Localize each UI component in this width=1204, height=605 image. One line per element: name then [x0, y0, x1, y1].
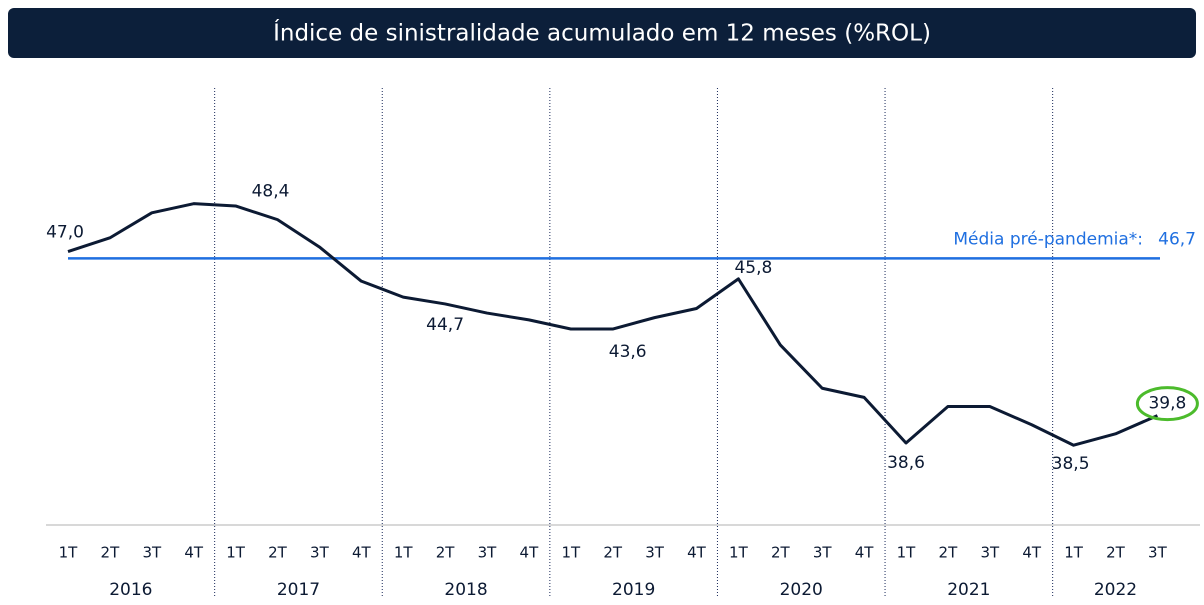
group-label: 2019 — [612, 580, 655, 600]
data-label: 47,0 — [46, 223, 84, 243]
x-tick-label: 2T — [1106, 544, 1126, 562]
reference-label: Média pré-pandemia*: — [953, 229, 1143, 249]
group-label: 2016 — [109, 580, 152, 600]
x-tick-label: 1T — [897, 544, 917, 562]
x-tick-label: 3T — [1148, 544, 1168, 562]
data-label: 48,4 — [252, 182, 290, 202]
x-tick-label: 4T — [184, 544, 204, 562]
data-label: 39,8 — [1148, 394, 1186, 414]
x-tick-label: 1T — [226, 544, 246, 562]
x-tick-label: 4T — [687, 544, 707, 562]
group-label: 2018 — [444, 580, 487, 600]
series-line — [67, 202, 1158, 447]
reference-value: 46,7 — [1158, 229, 1196, 249]
data-label: 38,6 — [887, 453, 925, 473]
x-tick-label: 4T — [520, 544, 540, 562]
x-tick-label: 4T — [352, 544, 372, 562]
x-tick-label: 4T — [1022, 544, 1042, 562]
highlight-ring — [1135, 386, 1199, 422]
x-tick-label: 3T — [310, 544, 330, 562]
group-label: 2021 — [947, 580, 990, 600]
title-bar — [8, 8, 1196, 58]
x-tick-label: 3T — [813, 544, 833, 562]
x-tick-label: 3T — [980, 544, 1000, 562]
x-tick-label: 3T — [478, 544, 498, 562]
x-tick-label: 2T — [268, 544, 288, 562]
x-tick-label: 2T — [771, 544, 791, 562]
chart-title: Índice de sinistralidade acumulado em 12… — [273, 19, 931, 47]
x-tick-label: 3T — [142, 544, 162, 562]
x-tick-label: 2T — [603, 544, 623, 562]
data-label: 38,5 — [1052, 454, 1090, 474]
x-tick-label: 1T — [1064, 544, 1084, 562]
x-tick-label: 3T — [645, 544, 665, 562]
x-tick-label: 1T — [561, 544, 581, 562]
x-tick-label: 4T — [855, 544, 875, 562]
group-label: 2022 — [1094, 580, 1137, 600]
data-label: 43,6 — [609, 342, 647, 362]
group-label: 2020 — [780, 580, 823, 600]
x-tick-label: 2T — [101, 544, 121, 562]
x-tick-label: 1T — [394, 544, 414, 562]
data-label: 45,8 — [734, 258, 772, 278]
x-tick-label: 2T — [436, 544, 456, 562]
x-tick-label: 2T — [939, 544, 959, 562]
group-label: 2017 — [277, 580, 320, 600]
data-label: 44,7 — [426, 315, 464, 335]
x-tick-label: 1T — [729, 544, 749, 562]
x-tick-label: 1T — [59, 544, 79, 562]
